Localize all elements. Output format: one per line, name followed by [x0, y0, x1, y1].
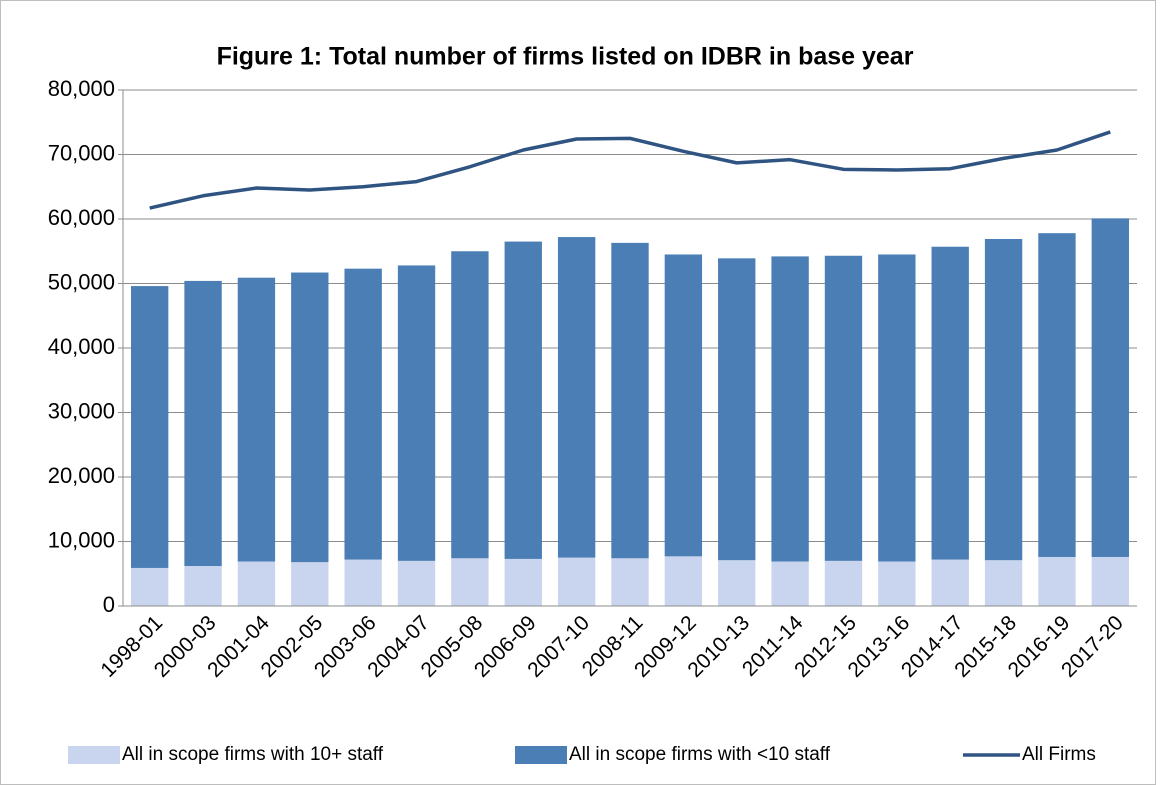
y-tick-label: 20,000: [48, 463, 115, 488]
bar: [611, 242, 649, 559]
bar: [824, 255, 863, 561]
bar: [131, 286, 169, 568]
bar: [504, 241, 542, 559]
chart-title: Figure 1: Total number of firms listed o…: [217, 43, 914, 71]
bar: [664, 556, 703, 606]
legend-label: All Firms: [1022, 744, 1096, 765]
bar: [771, 256, 809, 562]
bar: [291, 272, 329, 563]
bar: [878, 561, 916, 606]
legend-label: All in scope firms with <10 staff: [569, 744, 831, 765]
bar: [718, 258, 756, 561]
y-tick-label: 70,000: [48, 140, 115, 165]
bar: [504, 558, 542, 606]
bar: [771, 561, 809, 606]
bar: [397, 265, 436, 561]
bar: [451, 251, 489, 559]
legend-label: All in scope firms with 10+ staff: [122, 744, 384, 765]
bar: [931, 246, 969, 560]
bar: [718, 560, 756, 606]
bar: [397, 560, 436, 606]
bar: [611, 558, 649, 606]
legend-swatch: [515, 746, 567, 764]
bar: [1038, 556, 1076, 606]
bar: [1091, 556, 1129, 606]
y-tick-label: 60,000: [48, 205, 115, 230]
y-tick-label: 30,000: [48, 398, 115, 423]
bar: [344, 268, 382, 560]
legend-swatch: [68, 746, 120, 764]
y-tick-label: 50,000: [48, 269, 115, 294]
bar: [824, 560, 863, 606]
bar: [664, 254, 703, 557]
bar: [291, 562, 329, 606]
bar: [1038, 233, 1076, 557]
y-tick-label: 10,000: [48, 527, 115, 552]
bar: [557, 557, 596, 606]
y-tick-label: 80,000: [48, 76, 115, 101]
bar: [984, 238, 1023, 561]
bar: [931, 559, 969, 606]
y-tick-label: 0: [103, 592, 115, 617]
bar: [1091, 218, 1129, 557]
bar: [131, 567, 169, 606]
bar: [184, 566, 222, 606]
bar: [237, 277, 276, 562]
y-tick-label: 40,000: [48, 334, 115, 359]
bar: [878, 254, 916, 562]
bar: [184, 280, 222, 567]
bar: [344, 559, 382, 606]
bar: [451, 558, 489, 606]
bar: [557, 237, 596, 558]
line-series: [149, 130, 1111, 210]
bar: [984, 560, 1023, 606]
bar: [237, 561, 276, 606]
